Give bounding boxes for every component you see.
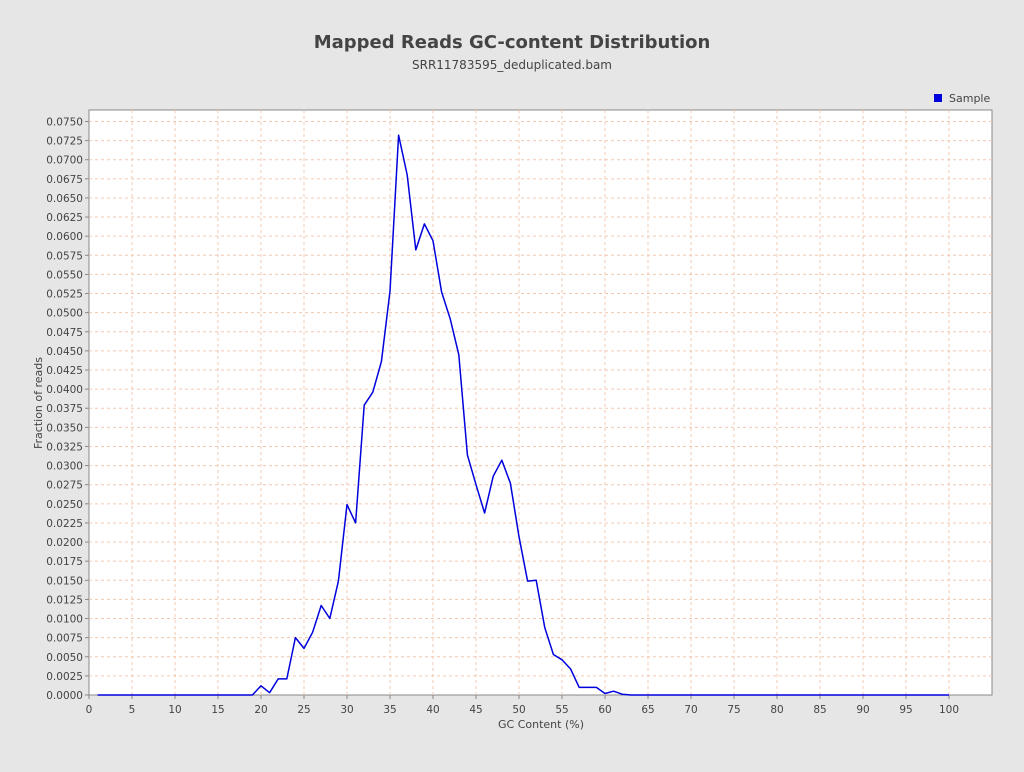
y-tick-label: 0.0450 (46, 346, 83, 358)
y-tick-label: 0.0575 (46, 250, 83, 262)
x-tick-label: 20 (254, 704, 267, 716)
x-tick-label: 90 (856, 704, 869, 716)
chart-title: Mapped Reads GC-content Distribution (314, 32, 711, 53)
series-layer (97, 134, 949, 696)
y-tick-label: 0.0075 (46, 633, 83, 645)
y-tick-label: 0.0650 (46, 193, 83, 205)
x-tick-label: 65 (641, 704, 654, 716)
y-tick-label: 0.0750 (46, 116, 83, 128)
y-tick-label: 0.0675 (46, 174, 83, 186)
y-tick-label: 0.0425 (46, 365, 83, 377)
y-tick-label: 0.0600 (46, 231, 83, 243)
y-tick-label: 0.0725 (46, 136, 83, 148)
y-tick-label: 0.0300 (46, 461, 83, 473)
y-tick-label: 0.0525 (46, 289, 83, 301)
y-tick-label: 0.0000 (46, 690, 83, 702)
x-tick-label: 60 (598, 704, 611, 716)
y-tick-label: 0.0500 (46, 308, 83, 320)
y-tick-label: 0.0150 (46, 575, 83, 587)
x-tick-label: 50 (512, 704, 525, 716)
x-tick-label: 95 (899, 704, 912, 716)
x-tick-label: 35 (383, 704, 396, 716)
x-axis-label: GC Content (%) (498, 718, 584, 731)
x-tick-label: 80 (770, 704, 783, 716)
x-tick-label: 15 (211, 704, 224, 716)
y-tick-label: 0.0350 (46, 422, 83, 434)
y-tick-label: 0.0225 (46, 518, 83, 530)
y-tick-label: 0.0200 (46, 537, 83, 549)
x-tick-label: 100 (939, 704, 959, 716)
legend-label: Sample (949, 92, 990, 105)
y-axis-label: Fraction of reads (32, 357, 45, 449)
x-tick-label: 40 (426, 704, 439, 716)
y-tick-label: 0.0050 (46, 652, 83, 664)
grid-lines (89, 110, 992, 695)
legend-swatch (934, 94, 942, 102)
x-tick-label: 75 (727, 704, 740, 716)
chart-subtitle: SRR11783595_deduplicated.bam (412, 58, 612, 72)
y-tick-label: 0.0550 (46, 269, 83, 281)
legend: Sample (934, 92, 990, 105)
series-line-sample (97, 134, 949, 696)
y-tick-label: 0.0475 (46, 327, 83, 339)
y-tick-label: 0.0175 (46, 556, 83, 568)
x-tick-label: 30 (340, 704, 353, 716)
x-tick-label: 0 (86, 704, 93, 716)
plot-area (88, 109, 993, 696)
x-tick-label: 25 (297, 704, 310, 716)
x-axis: 0 5 10 15 20 25 30 35 40 45 50 55 60 65 70 75 80 85 90 95 10… (86, 695, 959, 716)
y-tick-label: 0.0700 (46, 155, 83, 167)
x-tick-label: 5 (129, 704, 136, 716)
y-tick-label: 0.0625 (46, 212, 83, 224)
x-tick-label: 45 (469, 704, 482, 716)
x-tick-label: 10 (168, 704, 181, 716)
y-tick-label: 0.0400 (46, 384, 83, 396)
y-tick-label: 0.0025 (46, 671, 83, 683)
y-tick-label: 0.0100 (46, 614, 83, 626)
y-tick-label: 0.0125 (46, 594, 83, 606)
x-tick-label: 55 (555, 704, 568, 716)
y-tick-label: 0.0275 (46, 480, 83, 492)
y-tick-label: 0.0250 (46, 499, 83, 511)
y-tick-label: 0.0375 (46, 403, 83, 415)
y-tick-label: 0.0325 (46, 441, 83, 453)
y-axis: 0.0000 0.0025 0.0050 0.0075 0.0100 0.0125 0.01… (46, 116, 89, 702)
x-tick-label: 70 (684, 704, 697, 716)
x-tick-label: 85 (813, 704, 826, 716)
